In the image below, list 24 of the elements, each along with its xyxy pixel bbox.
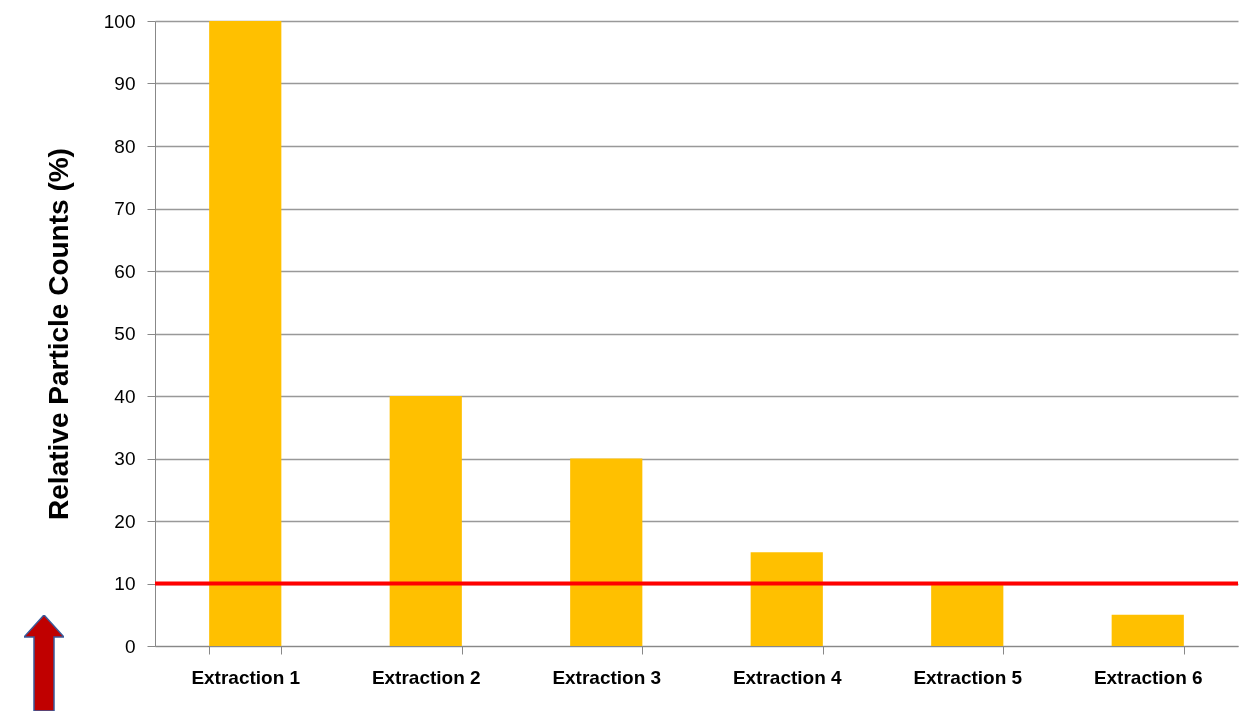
x-tick-label: Extraction 4	[732, 666, 843, 688]
y-tick-label: 30	[114, 448, 136, 469]
y-tick-label: 60	[114, 260, 136, 282]
y-tick-label: 100	[103, 10, 136, 32]
x-tick-label: Extraction 6	[1093, 666, 1203, 688]
y-tick-label: 90	[114, 73, 136, 94]
y-tick-label: 80	[114, 135, 136, 157]
bar	[1111, 614, 1184, 646]
y-tick-label: 0	[124, 635, 136, 657]
y-tick-label: 40	[114, 385, 136, 407]
bar	[931, 583, 1004, 646]
bar	[389, 396, 462, 646]
y-axis-title: Relative Particle Counts (%)	[42, 148, 74, 520]
x-tick-label: Extraction 2	[371, 666, 481, 688]
bar	[750, 552, 823, 646]
y-tick-label: 10	[114, 573, 136, 594]
bar	[209, 21, 282, 646]
y-tick-label: 50	[114, 323, 136, 344]
x-tick-label: Extraction 3	[552, 666, 662, 688]
x-tick-label: Extraction 5	[913, 666, 1023, 688]
bar	[570, 458, 643, 646]
y-tick-label: 20	[114, 510, 136, 532]
x-tick-label: Extraction 1	[191, 666, 301, 688]
y-tick-label: 70	[114, 198, 136, 219]
